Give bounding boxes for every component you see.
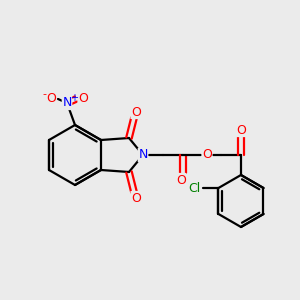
Text: N: N (62, 97, 72, 110)
Text: O: O (131, 191, 141, 205)
Text: O: O (78, 92, 88, 106)
Text: Cl: Cl (188, 182, 201, 194)
Text: O: O (46, 92, 56, 106)
Text: O: O (131, 106, 141, 118)
Text: -: - (42, 89, 46, 99)
Text: O: O (236, 124, 246, 136)
Text: N: N (138, 148, 148, 161)
Text: O: O (202, 148, 212, 161)
Text: O: O (176, 173, 186, 187)
Text: +: + (70, 93, 78, 103)
